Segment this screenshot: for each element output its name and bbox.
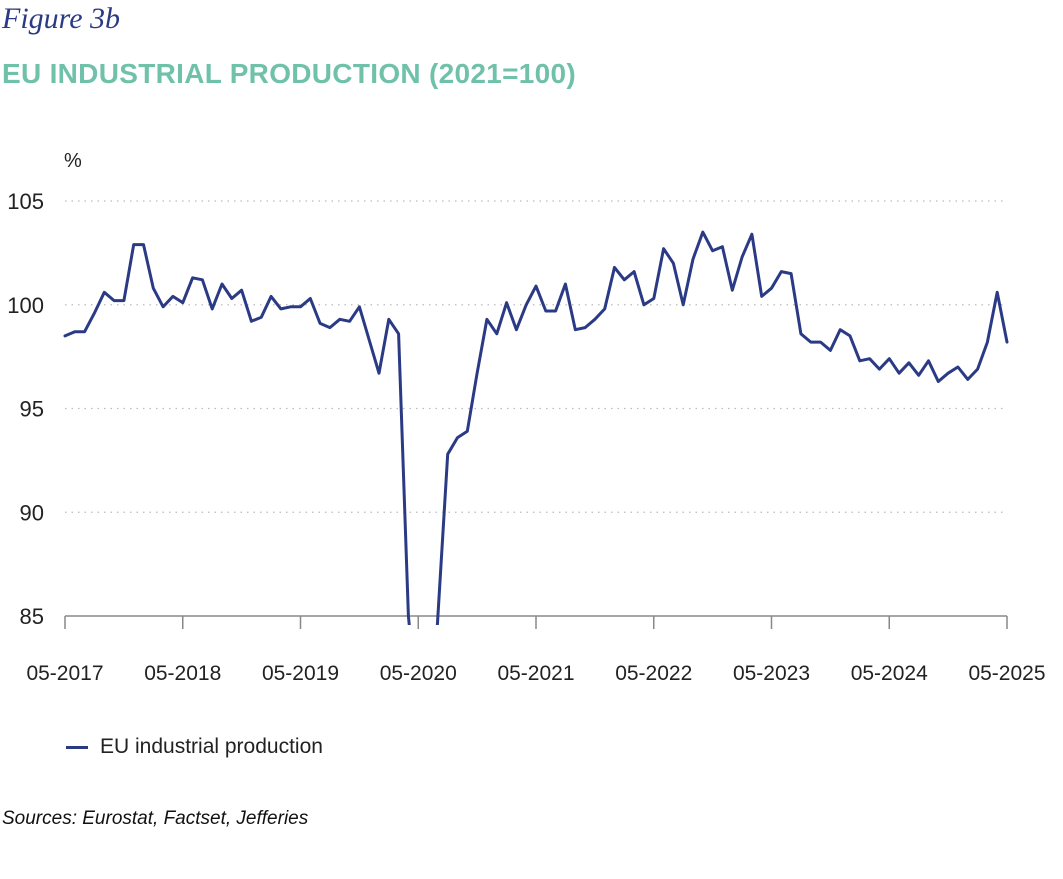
legend-line-swatch bbox=[66, 745, 88, 749]
x-tick-label: 05-2023 bbox=[733, 662, 810, 685]
legend: EU industrial production bbox=[66, 735, 323, 759]
chart-title: EU INDUSTRIAL PRODUCTION (2021=100) bbox=[2, 58, 576, 89]
y-tick-label: 90 bbox=[20, 500, 44, 525]
x-tick-label: 05-2018 bbox=[144, 662, 221, 685]
x-tick-label: 05-2020 bbox=[380, 662, 457, 685]
x-tick-label: 05-2022 bbox=[615, 662, 692, 685]
legend-label: EU industrial production bbox=[100, 735, 323, 758]
line-chart: % 85 90 95 100 105 05-2017 05-2018 05-2019 05-2… bbox=[7, 150, 1045, 685]
x-tick-label: 05-2024 bbox=[851, 662, 928, 685]
source-note: Sources: Eurostat, Factset, Jefferies bbox=[2, 808, 309, 829]
series-line-eu-industrial-production bbox=[63, 230, 1009, 625]
x-tick-label: 05-2019 bbox=[262, 662, 339, 685]
y-axis-label: % bbox=[64, 150, 82, 172]
y-tick-label: 105 bbox=[7, 189, 44, 214]
x-tick-label: 05-2017 bbox=[26, 662, 103, 685]
y-tick-label: 95 bbox=[20, 397, 44, 422]
y-tick-label: 85 bbox=[20, 604, 44, 629]
y-tick-label: 100 bbox=[7, 293, 44, 318]
x-tick-label: 05-2025 bbox=[968, 662, 1045, 685]
x-tick-label: 05-2021 bbox=[497, 662, 574, 685]
figure-label: Figure 3b bbox=[2, 2, 121, 35]
